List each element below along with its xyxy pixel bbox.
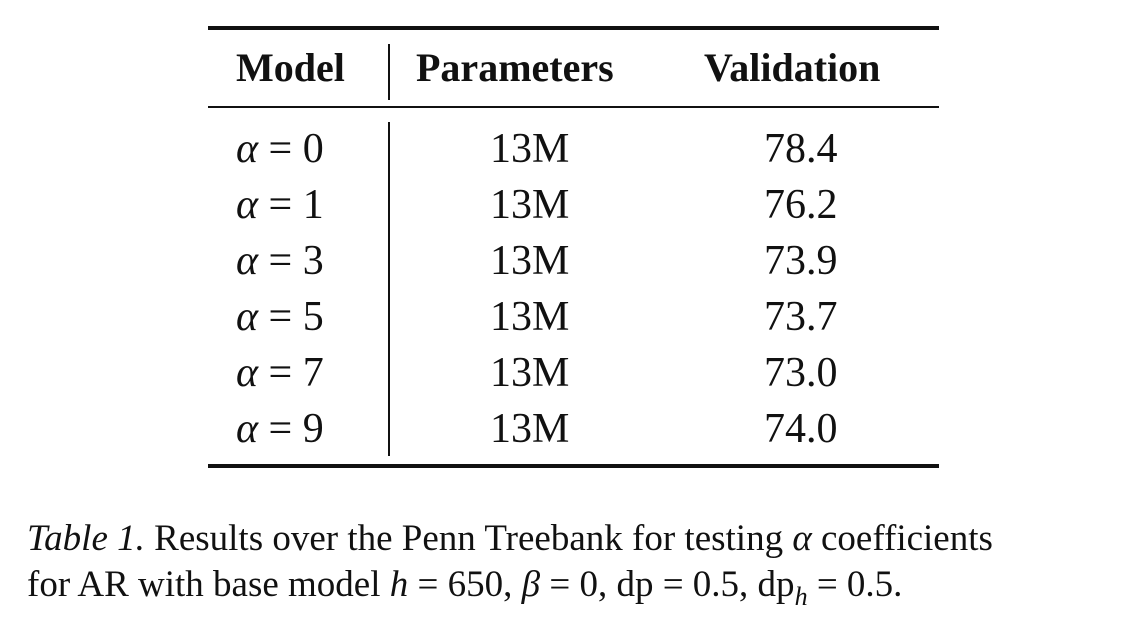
alpha-value: 9 bbox=[302, 406, 324, 452]
alpha-value: 5 bbox=[302, 294, 324, 340]
table-row: α = 7 13M 73.0 bbox=[208, 344, 939, 400]
equals-sign: = bbox=[258, 126, 303, 172]
caption-text: for AR with base model bbox=[27, 564, 390, 605]
table-header-rule bbox=[208, 106, 939, 108]
table-row: α = 5 13M 73.7 bbox=[208, 288, 939, 344]
validation-cell: 73.0 bbox=[764, 350, 838, 396]
caption-text: = 0.5. bbox=[807, 564, 903, 605]
caption-line-2: for AR with base model h = 650, β = 0, d… bbox=[27, 562, 1127, 611]
equals-sign: = bbox=[258, 238, 303, 284]
model-cell: α = 3 bbox=[236, 240, 324, 282]
caption-subscript-h: h bbox=[794, 582, 808, 611]
alpha-symbol: α bbox=[236, 350, 259, 396]
caption-text: = 650, bbox=[408, 564, 522, 605]
header-model: Model bbox=[236, 45, 345, 90]
caption-beta-symbol: β bbox=[521, 564, 541, 605]
header-column-separator bbox=[388, 44, 390, 100]
parameters-cell: 13M bbox=[490, 126, 570, 172]
validation-cell: 73.9 bbox=[764, 238, 838, 284]
model-cell: α = 1 bbox=[236, 184, 324, 226]
alpha-symbol: α bbox=[236, 126, 259, 172]
alpha-value: 1 bbox=[302, 182, 324, 228]
body-column-separator bbox=[388, 122, 390, 456]
alpha-value: 7 bbox=[302, 350, 324, 396]
validation-cell: 74.0 bbox=[764, 406, 838, 452]
model-cell: α = 0 bbox=[236, 128, 324, 170]
parameters-cell: 13M bbox=[490, 350, 570, 396]
table-row: α = 9 13M 74.0 bbox=[208, 400, 939, 456]
parameters-cell: 13M bbox=[490, 238, 570, 284]
caption-label: Table 1. bbox=[27, 518, 145, 559]
equals-sign: = bbox=[258, 182, 303, 228]
alpha-symbol: α bbox=[236, 406, 259, 452]
caption-text: Results over the Penn Treebank for testi… bbox=[144, 518, 793, 559]
header-validation: Validation bbox=[704, 45, 881, 90]
validation-cell: 76.2 bbox=[764, 182, 838, 228]
table-bottom-rule bbox=[208, 464, 939, 468]
equals-sign: = bbox=[258, 406, 303, 452]
alpha-value: 0 bbox=[302, 126, 324, 172]
equals-sign: = bbox=[258, 350, 303, 396]
parameters-cell: 13M bbox=[490, 294, 570, 340]
alpha-symbol: α bbox=[236, 182, 259, 228]
validation-cell: 73.7 bbox=[764, 294, 838, 340]
table-top-rule bbox=[208, 26, 939, 30]
validation-cell: 78.4 bbox=[764, 126, 838, 172]
model-cell: α = 5 bbox=[236, 296, 324, 338]
model-cell: α = 9 bbox=[236, 408, 324, 450]
caption-line-1: Table 1. Results over the Penn Treebank … bbox=[27, 516, 1127, 562]
alpha-symbol: α bbox=[236, 238, 259, 284]
parameters-cell: 13M bbox=[490, 406, 570, 452]
table-row: α = 3 13M 73.9 bbox=[208, 232, 939, 288]
caption-text: coefficients bbox=[811, 518, 993, 559]
model-cell: α = 7 bbox=[236, 352, 324, 394]
caption-alpha-symbol: α bbox=[792, 518, 812, 559]
table-row: α = 0 13M 78.4 bbox=[208, 120, 939, 176]
alpha-symbol: α bbox=[236, 294, 259, 340]
parameters-cell: 13M bbox=[490, 182, 570, 228]
alpha-value: 3 bbox=[302, 238, 324, 284]
caption-text: = 0, dp = 0.5, dp bbox=[540, 564, 795, 605]
header-parameters: Parameters bbox=[416, 45, 614, 90]
table-row: α = 1 13M 76.2 bbox=[208, 176, 939, 232]
caption-h-symbol: h bbox=[389, 564, 409, 605]
equals-sign: = bbox=[258, 294, 303, 340]
table-caption: Table 1. Results over the Penn Treebank … bbox=[27, 516, 1127, 611]
